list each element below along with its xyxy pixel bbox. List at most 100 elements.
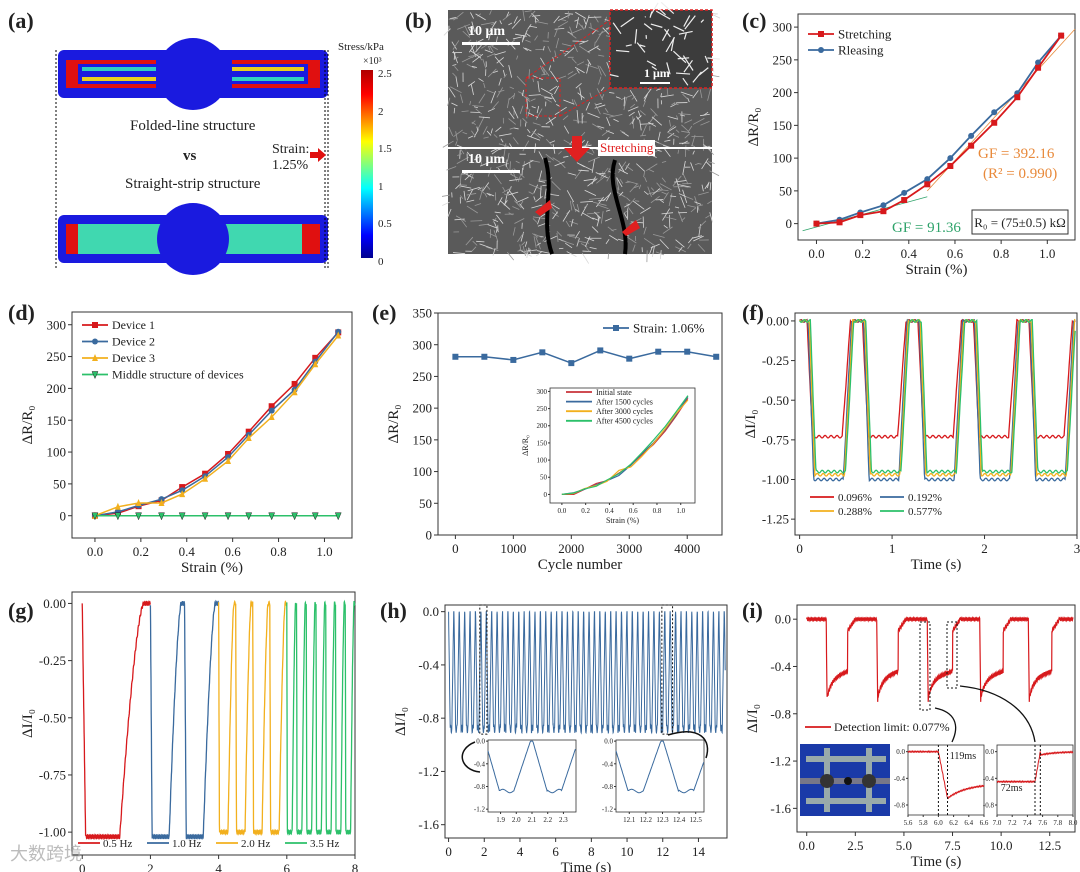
nanowire	[648, 114, 656, 125]
nanowire	[684, 119, 693, 124]
nanowire	[479, 189, 485, 194]
data-point	[818, 47, 824, 53]
nanowire	[571, 58, 577, 64]
arrow-icon	[934, 707, 957, 743]
nanowire	[494, 51, 506, 56]
y-tick-label: 150	[773, 118, 793, 133]
data-point	[539, 349, 546, 356]
plot-frame	[615, 739, 705, 813]
x-tick-label: 14	[692, 844, 706, 859]
nanowire	[467, 186, 480, 192]
nanowire	[531, 15, 541, 17]
nanowire	[562, 209, 571, 222]
nanowire	[651, 246, 655, 257]
nanowire	[618, 168, 629, 175]
nanowire	[619, 178, 624, 184]
nanowire	[655, 10, 671, 20]
nanowire	[683, 32, 687, 40]
nanowire	[571, 201, 577, 213]
x-tick-label: 2.2	[543, 816, 552, 824]
nanowire	[684, 15, 696, 30]
nanowire	[475, 44, 482, 53]
center-disc	[157, 38, 229, 110]
nanowire	[550, 202, 555, 206]
nanowire	[656, 182, 664, 191]
metal-bar	[806, 756, 886, 762]
x-tick-label: 1	[889, 541, 896, 556]
nanowire	[574, 66, 585, 74]
nanowire	[455, 131, 458, 141]
nanowire	[575, 83, 582, 89]
nanowire	[517, 175, 521, 182]
nanowire	[492, 101, 499, 110]
nanowire	[507, 152, 510, 162]
panel-h-inset: 1.9 2.0 2.1 2.2 2.3 0.0 -0.4 -0.8 -1.2	[474, 738, 577, 824]
nanowire	[549, 85, 558, 92]
nanowire	[534, 20, 549, 25]
zoom-connector	[559, 87, 611, 117]
nanowire	[585, 102, 590, 111]
nanowire	[681, 140, 689, 145]
data-point	[135, 498, 142, 506]
nanowire	[621, 131, 629, 137]
nanowire	[570, 218, 574, 227]
nanowire	[591, 226, 599, 233]
data-point	[1014, 94, 1021, 101]
y-tick-label: 150	[537, 439, 548, 447]
nanowire	[679, 114, 686, 117]
nanowire	[627, 106, 639, 112]
nanowire	[523, 47, 528, 52]
nanowire	[502, 69, 506, 77]
nanowire	[612, 22, 622, 35]
series-line	[217, 599, 288, 837]
data-point	[968, 132, 975, 139]
nanowire	[584, 236, 595, 242]
nanowire	[482, 58, 487, 69]
nanowire	[477, 13, 482, 17]
nanowire	[647, 186, 652, 197]
nanowire	[495, 225, 499, 233]
plot-frame	[487, 739, 577, 813]
nanowire	[646, 60, 657, 67]
nanowire	[512, 105, 519, 119]
nanowire	[455, 215, 466, 222]
nanowire	[496, 57, 504, 64]
nanowire	[563, 155, 569, 158]
legend-label: 0.5 Hz	[103, 838, 132, 850]
nanowire	[709, 212, 713, 223]
nanowire	[665, 36, 676, 53]
data-point	[114, 512, 122, 521]
nanowire	[573, 44, 578, 53]
panel-i-inset: 5.6 5.8 6.0 6.2 6.4 6.6 0.0 -0.4 -0.8 119ms	[894, 744, 989, 827]
nanowire	[504, 191, 509, 206]
nanowire	[579, 40, 589, 45]
nanowire	[607, 253, 610, 260]
zoom-region	[525, 77, 561, 117]
nanowire	[632, 244, 636, 252]
nanowire	[506, 97, 510, 109]
x-tick-label: 1000	[500, 541, 526, 556]
clamp	[820, 774, 834, 788]
nanowire	[650, 195, 660, 204]
nanowire	[472, 240, 478, 246]
nanowire	[530, 128, 537, 138]
nanowire	[567, 172, 577, 176]
nanowire	[486, 130, 492, 136]
y-tick-label: -0.25	[762, 353, 789, 368]
nanowire	[691, 144, 696, 148]
zoom-region	[661, 604, 674, 735]
nanowire	[650, 243, 660, 249]
fit-label-low: GF = 91.36	[892, 220, 961, 236]
nanowire	[502, 186, 506, 192]
plot-frame	[549, 387, 696, 504]
y-tick-label: 300	[773, 20, 793, 35]
legend-label: 0.192%	[908, 492, 942, 504]
nanowire	[626, 180, 639, 185]
nanowire	[643, 226, 647, 235]
nanowire	[522, 29, 528, 41]
nanowire	[467, 26, 472, 34]
data-point	[1035, 59, 1042, 66]
nanowire	[511, 18, 522, 29]
x-tick-label: 12.5	[690, 816, 703, 824]
nanowire	[662, 226, 673, 234]
